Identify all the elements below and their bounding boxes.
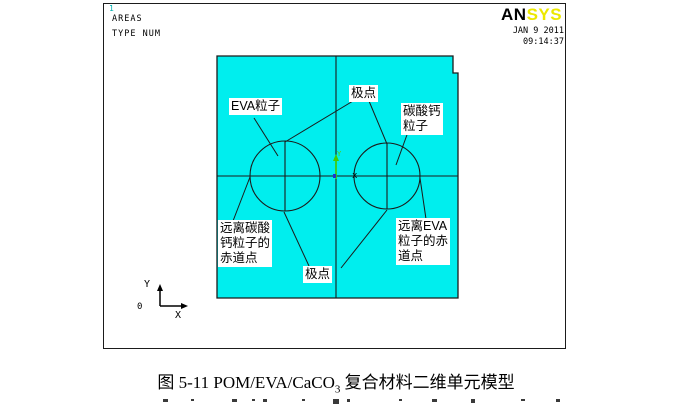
ansys-logo-an: AN	[501, 5, 527, 24]
clipped-glyph-fragment	[347, 399, 350, 402]
clipped-glyph-fragment	[432, 399, 437, 402]
plot-time: 09:14:37	[523, 37, 564, 47]
figure-caption: 图 5-11 POM/EVA/CaCO3 复合材料二维单元模型	[0, 368, 672, 395]
origin-y-arrowhead	[333, 154, 339, 161]
label-far-from-eva: 远离EVA 粒子的赤 道点	[396, 218, 451, 265]
figure-caption-prefix: 图 5-11 POM/EVA/CaCO	[157, 373, 335, 392]
clipped-glyph-fragment	[302, 399, 305, 401]
leader-caco3	[395, 131, 409, 166]
ansys-plot-window: Y x Y 0 X EVA粒子 极点 碳酸钙 粒子 远离碳酸 钙粒子的 赤道点 …	[103, 3, 566, 349]
figure-caption-subscript: 3	[334, 383, 341, 396]
label-pole-bottom: 极点	[303, 266, 333, 283]
leader-pole-top-right	[368, 100, 388, 145]
clipped-glyph-fragment	[232, 399, 237, 402]
triad-x-label: X	[175, 310, 181, 321]
ansys-logo: ANSYS	[501, 5, 562, 25]
plot-datetime: JAN 9 2011 09:14:37	[492, 26, 564, 48]
leader-eva	[253, 117, 279, 157]
leader-pole-bottom-right	[340, 209, 388, 269]
clipped-glyph-fragment	[556, 399, 560, 402]
label-pole-top: 极点	[349, 85, 379, 102]
clipped-glyph-fragment	[191, 399, 194, 401]
unit-cell-figure: Y x Y 0 X	[137, 55, 459, 321]
origin-x-label: x	[352, 171, 358, 181]
clipped-glyph-fragment	[163, 399, 168, 402]
ansys-logo-sys: SYS	[526, 5, 563, 24]
leader-pole-bottom-left	[283, 211, 310, 267]
clipped-glyph-fragment	[252, 399, 255, 401]
label-caco3-particle: 碳酸钙 粒子	[401, 103, 443, 135]
clipped-glyph-fragment	[263, 399, 267, 402]
figure-caption-suffix: 复合材料二维单元模型	[340, 373, 515, 392]
clipped-glyph-fragment	[521, 399, 525, 401]
leader-pole-top-left	[284, 100, 354, 143]
clipped-glyph-fragment	[399, 399, 402, 401]
plot-date: JAN 9 2011	[512, 26, 564, 36]
plot-annotation-areas: AREAS	[112, 14, 143, 24]
origin-y-label: Y	[337, 150, 342, 158]
clipped-glyph-fragment	[471, 399, 475, 403]
triad-y-label: Y	[144, 279, 150, 290]
label-far-from-caco3: 远离碳酸 钙粒子的 赤道点	[218, 220, 273, 267]
plot-annotation-typenum: TYPE NUM	[112, 29, 161, 39]
label-eva-particle: EVA粒子	[229, 98, 283, 115]
triad-y-arrowhead	[157, 284, 163, 291]
origin-z-dot	[333, 174, 336, 178]
triad-zero-label: 0	[137, 302, 142, 312]
plot-number: 1	[109, 4, 114, 13]
leader-far-caco3	[232, 176, 251, 222]
leader-far-eva	[419, 177, 427, 220]
triad-x-arrowhead	[181, 303, 188, 309]
clipped-text-line	[0, 399, 695, 404]
clipped-glyph-fragment	[333, 399, 339, 404]
